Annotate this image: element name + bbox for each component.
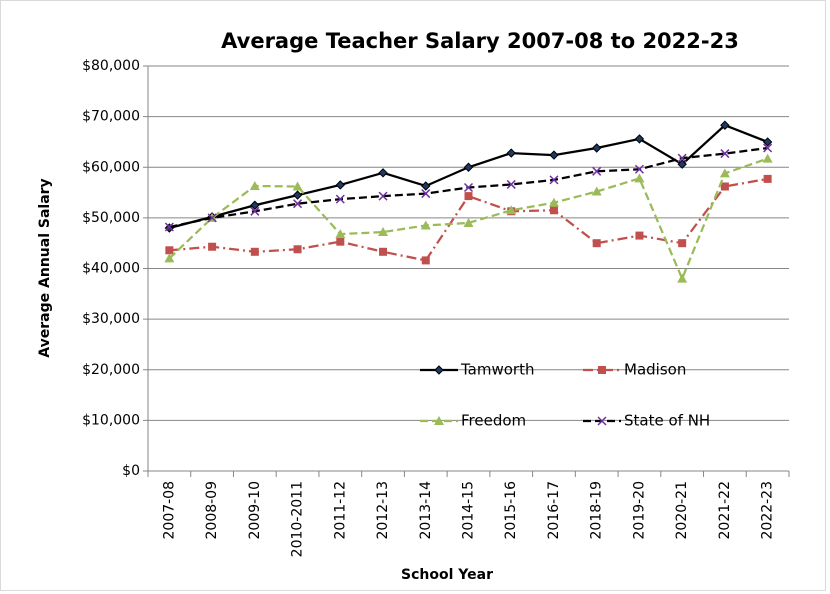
- data-point: [763, 143, 773, 153]
- y-tick-label: $80,000: [82, 58, 140, 74]
- legend-label: Madison: [624, 361, 686, 379]
- data-point: [720, 149, 730, 159]
- x-tick-label: 2015-16: [503, 481, 519, 540]
- data-point: [164, 253, 175, 263]
- x-tick-label: 2012-13: [375, 481, 391, 540]
- legend-label: Freedom: [461, 412, 526, 430]
- x-tick-label: 2020-21: [674, 481, 690, 540]
- x-tick-label: 2016-17: [546, 481, 562, 540]
- x-tick-label: 2022-23: [760, 481, 776, 540]
- data-point: [720, 120, 730, 130]
- data-point: [592, 239, 601, 248]
- x-tick-label: 2010-2011: [290, 481, 306, 557]
- data-point: [592, 166, 602, 176]
- data-point: [677, 153, 687, 163]
- x-tick-label: 2009-10: [247, 481, 263, 540]
- data-point: [506, 148, 516, 158]
- data-point: [719, 168, 730, 178]
- data-point: [591, 143, 602, 153]
- x-tick-label: 2008-09: [204, 481, 220, 540]
- data-point: [208, 242, 217, 251]
- y-tick-label: $10,000: [82, 412, 140, 428]
- data-point: [250, 247, 259, 256]
- data-point: [591, 186, 602, 196]
- data-point: [635, 231, 644, 240]
- y-tick-label: $70,000: [82, 109, 140, 125]
- data-point: [762, 153, 773, 163]
- data-point: [634, 173, 645, 183]
- data-point: [421, 189, 431, 199]
- data-point: [293, 245, 302, 254]
- x-tick-label: 2021-22: [717, 481, 733, 540]
- x-tick-label: 2018-19: [589, 481, 605, 540]
- legend-label: State of NH: [624, 412, 710, 430]
- data-point: [250, 200, 260, 210]
- legend-marker: [434, 365, 444, 375]
- data-point: [463, 217, 474, 227]
- x-tick-label: 2011-12: [332, 481, 348, 540]
- data-point: [335, 229, 346, 239]
- data-point: [164, 222, 174, 232]
- data-point: [506, 179, 516, 189]
- y-tick-label: $20,000: [82, 362, 140, 378]
- data-point: [720, 182, 729, 191]
- data-point: [292, 190, 303, 200]
- y-tick-label: $50,000: [82, 210, 140, 226]
- data-point: [677, 273, 688, 283]
- data-point: [378, 191, 388, 201]
- x-tick-label: 2013-14: [418, 481, 434, 540]
- data-point: [677, 159, 687, 169]
- x-tick-label: 2019-20: [631, 481, 647, 540]
- data-point: [549, 206, 558, 215]
- data-point: [421, 256, 430, 265]
- data-point: [548, 197, 559, 207]
- data-point: [292, 181, 303, 191]
- data-point: [506, 205, 517, 215]
- data-point: [378, 227, 389, 237]
- legend-marker: [597, 416, 607, 426]
- data-point: [335, 194, 345, 204]
- data-point: [335, 180, 346, 190]
- data-point: [336, 237, 345, 246]
- y-tick-label: $0: [122, 463, 140, 479]
- y-tick-label: $30,000: [82, 311, 140, 327]
- data-point: [207, 213, 217, 223]
- data-point: [249, 180, 260, 190]
- chart-title: Average Teacher Salary 2007-08 to 2022-2…: [221, 29, 739, 53]
- data-point: [463, 182, 474, 193]
- data-point: [378, 168, 388, 178]
- legend-marker: [434, 416, 444, 425]
- series-line: [168, 157, 768, 282]
- data-point: [420, 220, 431, 230]
- series-line: [169, 177, 768, 262]
- data-point: [379, 247, 388, 256]
- data-point: [463, 162, 474, 172]
- data-point: [549, 150, 559, 160]
- data-point: [763, 174, 772, 183]
- data-point: [165, 246, 174, 255]
- x-tick-label: 2007-08: [161, 481, 177, 540]
- data-point: [634, 164, 644, 174]
- data-point: [250, 206, 260, 216]
- data-point: [549, 175, 559, 185]
- data-point: [421, 181, 431, 191]
- x-tick-label: 2014-15: [461, 481, 477, 540]
- data-point: [678, 239, 687, 248]
- data-point: [762, 137, 773, 147]
- y-tick-label: $40,000: [82, 261, 140, 277]
- legend-marker: [598, 366, 606, 374]
- y-tick-label: $60,000: [82, 159, 140, 175]
- x-axis-title: School Year: [401, 567, 493, 583]
- legend-label: Tamworth: [460, 361, 534, 379]
- data-point: [464, 192, 473, 201]
- data-point: [634, 134, 645, 144]
- y-axis-title: Average Annual Salary: [37, 178, 53, 357]
- data-point: [293, 199, 303, 209]
